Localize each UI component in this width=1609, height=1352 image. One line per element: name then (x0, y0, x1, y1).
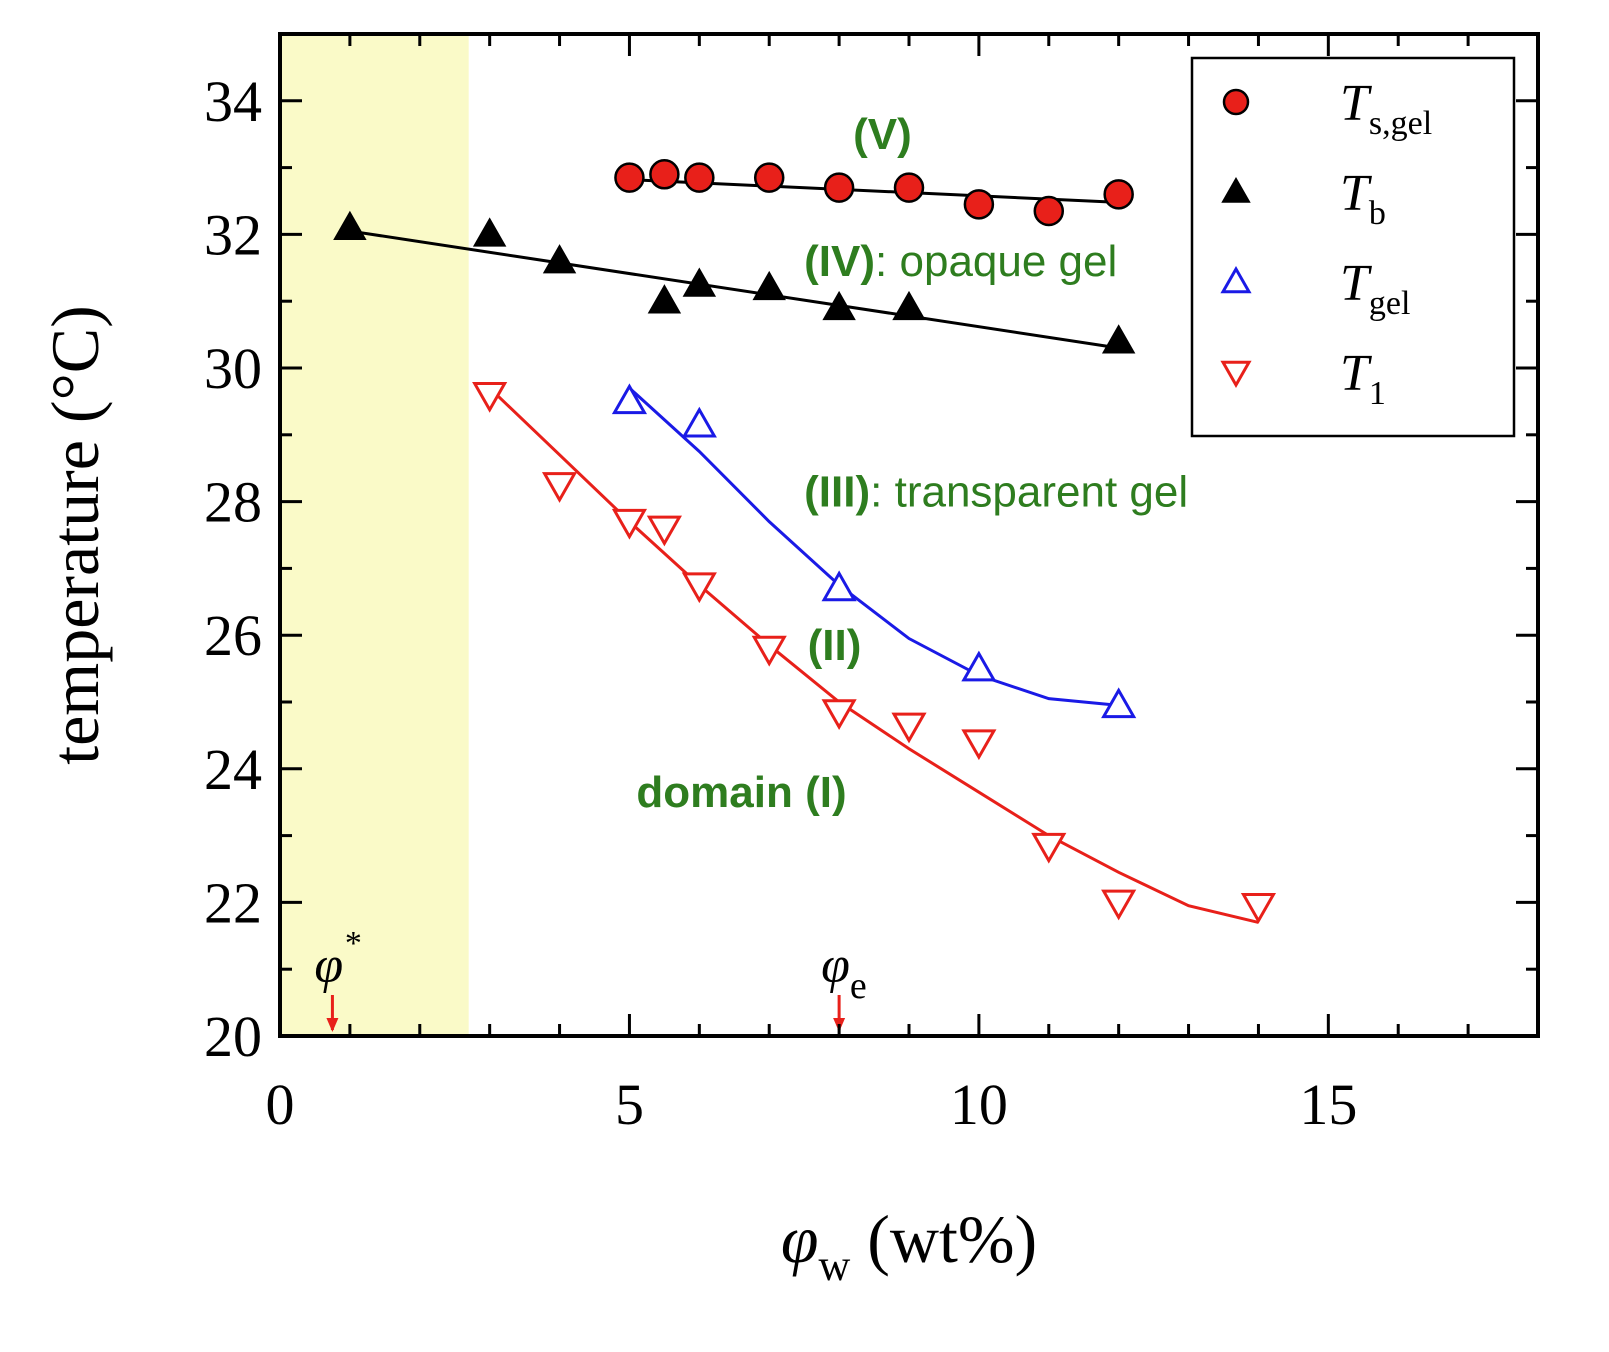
y-tick-label: 32 (204, 202, 262, 267)
data-point-1 (891, 712, 927, 744)
data-point-1 (961, 729, 997, 761)
legend-marker-b (1221, 176, 1251, 203)
data-point-1 (1031, 832, 1067, 864)
data-point-1 (541, 472, 578, 503)
y-tick-label: 20 (204, 1004, 262, 1069)
data-point-b (822, 290, 856, 321)
data-point-s-gel (963, 189, 995, 220)
data-point-1 (1240, 892, 1277, 924)
data-point-gel (821, 570, 857, 602)
y-tick-label: 24 (204, 737, 262, 802)
y-axis-title: temperature (°C) (37, 305, 113, 765)
data-point-1 (611, 508, 648, 540)
data-point-b (647, 284, 682, 314)
data-point-b (752, 270, 786, 301)
data-point-s-gel (684, 162, 715, 193)
y-tick-label: 30 (204, 336, 262, 401)
y-tick-label: 26 (204, 603, 262, 668)
data-point-b (333, 210, 367, 240)
annotation-region-v: (V) (853, 110, 912, 159)
data-point-b (892, 290, 926, 321)
legend-label-1: T1 (1340, 345, 1386, 412)
data-point-s-gel (823, 172, 855, 203)
data-point-gel (961, 650, 997, 682)
legend-marker-1 (1220, 360, 1252, 389)
annotation-region-ii: (II) (808, 621, 862, 670)
x-tick-label: 5 (615, 1072, 644, 1137)
data-point-b (542, 244, 577, 274)
y-tick-label: 28 (204, 470, 262, 535)
data-point-b (472, 217, 507, 247)
data-point-gel (1101, 687, 1137, 719)
data-point-1 (681, 572, 717, 604)
data-point-s-gel (1103, 179, 1134, 210)
shaded-region (280, 34, 469, 1036)
y-tick-label: 22 (204, 870, 262, 935)
annotation-region-i: domain (I) (636, 768, 846, 817)
legend-label-gel: Tgel (1340, 255, 1410, 322)
data-point-s-gel (893, 172, 925, 203)
annotation-region-iii: (III): transparent gel (804, 468, 1188, 517)
x-axis-title: φw (wt%) (781, 1201, 1037, 1290)
legend-box (1190, 56, 1516, 438)
data-point-s-gel (753, 162, 785, 193)
legend-marker-s-gel (1222, 88, 1250, 116)
legend-label-b: Tb (1340, 165, 1386, 232)
data-point-1 (751, 635, 787, 667)
data-point-s-gel (649, 159, 680, 190)
y-tick-label: 34 (204, 69, 262, 134)
fit-line-b (349, 229, 1119, 350)
fit-line-gel (628, 386, 1119, 707)
x-tick-label: 15 (1299, 1072, 1357, 1137)
data-point-gel (611, 383, 648, 415)
marker-phi-star: φ* (314, 925, 360, 994)
x-tick-label: 0 (266, 1072, 295, 1137)
data-point-1 (1101, 889, 1137, 921)
x-tick-label: 10 (950, 1072, 1008, 1137)
data-point-s-gel (614, 162, 645, 193)
data-point-gel (681, 406, 717, 438)
marker-phi-e: φe (821, 937, 867, 1007)
data-point-b (682, 267, 717, 297)
legend-label-s-gel: Ts,gel (1340, 75, 1432, 142)
marker-arrow-head (326, 1018, 339, 1032)
data-point-1 (646, 515, 682, 547)
data-point-1 (821, 699, 857, 731)
data-point-s-gel (1033, 195, 1065, 227)
data-point-1 (472, 381, 508, 413)
annotation-region-iv: (IV): opaque gel (804, 237, 1117, 286)
legend-marker-gel (1220, 265, 1252, 294)
data-point-b (1101, 324, 1136, 354)
